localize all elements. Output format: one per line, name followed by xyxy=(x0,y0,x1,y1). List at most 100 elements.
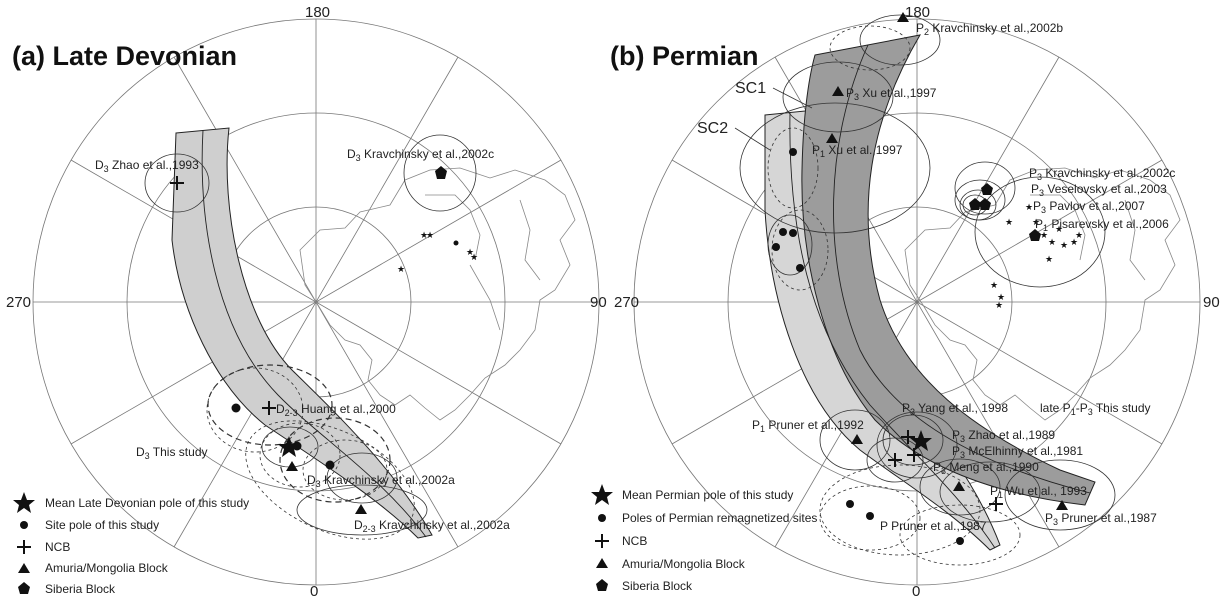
label-p3-pavlov-2007: P3 Pavlov et al.,2007 xyxy=(1033,199,1145,215)
legend-plus-icon xyxy=(595,534,609,548)
ncb-plus-r1 xyxy=(901,430,915,444)
ncb-plus-huang xyxy=(262,401,276,415)
label-p3-mcelhinny-1981: P3 McElhinny et al.,1981 xyxy=(952,444,1083,460)
svg-text:★: ★ xyxy=(1040,231,1048,241)
svg-text:★: ★ xyxy=(426,231,434,241)
site-circle-1 xyxy=(231,403,241,413)
ncb-plus-zhao xyxy=(170,176,184,190)
label-p3-meng-1990: P3 Meng et al.,1990 xyxy=(933,460,1039,476)
remag-circle-6 xyxy=(846,500,854,508)
curve-label-sc2: SC2 xyxy=(697,120,728,137)
label-p3-yang-1998: P3 Yang et al., 1998 xyxy=(902,401,1008,417)
label-zhao-1993: D3 Zhao et al.,1993 xyxy=(95,158,199,174)
legend-pentagon-icon xyxy=(596,579,608,591)
site-dot-left-1 xyxy=(453,240,459,246)
curve-label-sc1: SC1 xyxy=(735,80,766,97)
siberia-pentagon-1 xyxy=(981,183,993,195)
svg-text:★: ★ xyxy=(997,293,1005,303)
pole-symbols-left xyxy=(170,166,447,514)
svg-text:★: ★ xyxy=(990,281,998,291)
label-p-pruner-1987: P Pruner et al.,1987 xyxy=(880,519,987,533)
remag-circle-1 xyxy=(789,148,797,156)
label-p1-pruner-1992: P1 Pruner et al.,1992 xyxy=(752,418,864,434)
siberia-pentagon-4 xyxy=(1029,229,1041,241)
amuria-triangle-left-1 xyxy=(286,461,298,471)
legend-item-1: Site pole of this study xyxy=(45,518,159,532)
label-d3-this-study: D3 This study xyxy=(136,445,208,461)
legend-item-0: Mean Late Devonian pole of this study xyxy=(45,496,249,510)
label-p3-xu-1997: P3 Xu et al.,1997 xyxy=(846,86,937,102)
remag-circle-4 xyxy=(772,243,780,251)
label-kravchinsky-2002a-d3: D3 Kravchinsky et al.,2002a xyxy=(307,473,455,489)
remag-circle-8 xyxy=(956,537,964,545)
apwp-band-sc1 xyxy=(801,34,1096,506)
label-p1-xu-1997: P1 Xu et al.,1997 xyxy=(812,143,903,159)
svg-text:★: ★ xyxy=(470,253,478,263)
label-late-p1-p3-this-study: late P1-P3 This study xyxy=(1040,401,1151,417)
legend-item-2: NCB xyxy=(622,534,647,548)
remag-circle-2 xyxy=(779,228,787,236)
svg-text:★: ★ xyxy=(995,301,1003,311)
amuria-triangle-meng xyxy=(953,481,965,491)
deg-left-right: 270 xyxy=(614,294,639,311)
coastline-left xyxy=(299,167,576,421)
svg-text:★: ★ xyxy=(1048,238,1056,248)
svg-text:★: ★ xyxy=(1025,203,1033,213)
legend-item-1: Poles of Permian remagnetized sites xyxy=(622,511,817,525)
remag-circle-5 xyxy=(796,264,804,272)
legend-pentagon-icon xyxy=(18,582,30,594)
siberia-pentagon-3 xyxy=(979,198,991,210)
label-p2-kravchinsky-2002b: P2 Kravchinsky et al.,2002b xyxy=(916,21,1063,37)
sc1-centerline xyxy=(833,44,1091,494)
legend-item-0: Mean Permian pole of this study xyxy=(622,488,793,502)
deg-top-right: 180 xyxy=(905,4,930,21)
svg-text:★: ★ xyxy=(1070,238,1078,248)
amuria-triangle-p1-xu xyxy=(826,133,838,143)
legend-left: Mean Late Devonian pole of this study Si… xyxy=(13,492,249,596)
svg-text:★: ★ xyxy=(1005,218,1013,228)
pole-symbols-right xyxy=(772,12,1068,545)
deg-top-left: 180 xyxy=(305,4,330,21)
svg-text:★: ★ xyxy=(1055,225,1063,235)
legend-item-4: Siberia Block xyxy=(622,579,693,593)
legend-triangle-icon xyxy=(596,558,608,568)
mean-star-right xyxy=(910,430,932,451)
legend-plus-icon xyxy=(17,540,31,554)
svg-text:★: ★ xyxy=(466,248,474,258)
legend-item-3: Amuria/Mongolia Block xyxy=(45,561,169,575)
remag-circle-3 xyxy=(789,229,797,237)
legend-circle-icon xyxy=(20,521,28,529)
svg-text:★: ★ xyxy=(420,231,428,241)
ncb-plus-r3 xyxy=(907,448,921,462)
deg-right-right: 90 xyxy=(1203,294,1220,311)
label-huang-2000: D2-3 Huang et al.,2000 xyxy=(276,402,396,418)
sc-leader-lines xyxy=(734,87,813,151)
label-kravchinsky-2002c-left: D3 Kravchinsky et al.,2002c xyxy=(347,147,494,163)
svg-text:★: ★ xyxy=(1075,231,1083,241)
panel-permian: ★ ★ ★ ★ ★ ★ ★ ★ ★ ★ ★ ★ ★ xyxy=(591,4,1220,597)
svg-text:★: ★ xyxy=(397,265,405,275)
mean-star-left xyxy=(278,436,300,457)
amuria-triangle-pruner92 xyxy=(851,434,863,444)
siberia-pentagon-2 xyxy=(969,198,981,210)
label-p3-veselovsky-2003: P3 Veselovsky et al.,2003 xyxy=(1031,182,1167,198)
apwp-centerline-left xyxy=(201,129,427,538)
site-circle-3 xyxy=(325,460,335,470)
panel-late-devonian: ★ ★ ★ ★ ★ (a) Late Devonian 180 270 90 0 xyxy=(6,4,607,597)
legend-star-icon xyxy=(13,492,35,513)
remag-circle-7 xyxy=(866,512,874,520)
locality-stars-left: ★ ★ ★ ★ ★ xyxy=(397,231,478,275)
legend-item-2: NCB xyxy=(45,540,70,554)
ncb-plus-r2 xyxy=(888,453,902,467)
locality-stars-right: ★ ★ ★ ★ ★ ★ ★ ★ ★ ★ ★ ★ ★ xyxy=(990,203,1083,311)
legend-right: Mean Permian pole of this study Poles of… xyxy=(591,484,817,593)
label-p1-pisarevsky-2006: P1 Pisarevsky et al.,2006 xyxy=(1035,217,1169,233)
label-p1-wu-1993: P1 Wu et al., 1993 xyxy=(990,484,1087,500)
legend-item-4: Siberia Block xyxy=(45,582,116,596)
label-p3-kravchinsky-2002c: P3 Kravchinsky et al.,2002c xyxy=(1029,166,1175,182)
label-p3-zhao-1989: P3 Zhao et al.,1989 xyxy=(952,428,1055,444)
svg-text:★: ★ xyxy=(1032,218,1040,228)
legend-item-3: Amuria/Mongolia Block xyxy=(622,557,746,571)
amuria-triangle-pruner87 xyxy=(1056,500,1068,510)
apwp-band-late-devonian xyxy=(171,127,433,539)
